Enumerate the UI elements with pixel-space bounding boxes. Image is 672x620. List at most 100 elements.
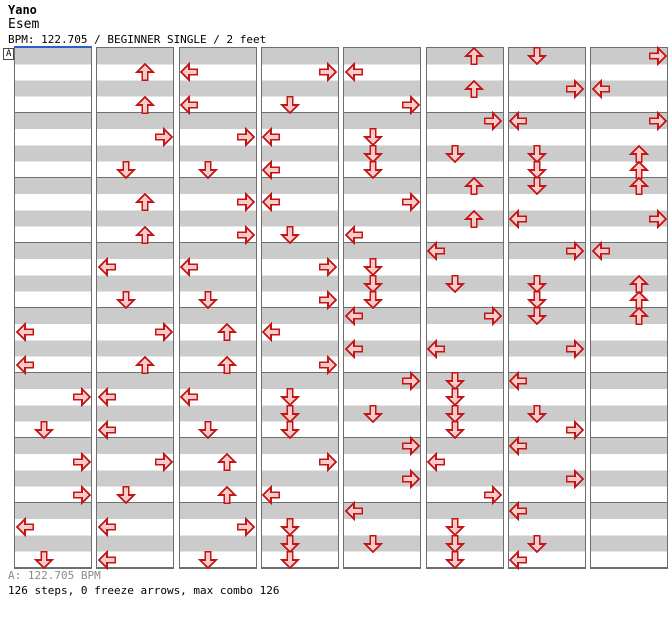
arrow-down-icon [444, 388, 466, 407]
measure-column-6 [425, 46, 504, 570]
arrow-left-icon [15, 354, 34, 375]
arrow-left-icon [509, 111, 528, 132]
arrow-left-icon [262, 484, 281, 505]
arrow-down-icon [527, 274, 548, 293]
arrow-right-icon [319, 452, 338, 473]
arrow-down-icon [444, 274, 466, 293]
arrow-right-icon [401, 436, 420, 457]
arrow-down-icon [527, 47, 548, 66]
arrow-right-icon [237, 192, 256, 213]
arrow-left-icon [426, 338, 445, 359]
arrow-right-icon [319, 62, 338, 83]
arrow-right-icon [484, 484, 503, 505]
arrow-up-icon [134, 355, 155, 374]
arrow-down-icon [362, 128, 383, 147]
arrow-down-icon [444, 518, 466, 537]
arrow-up-icon [463, 79, 485, 98]
arrow-down-icon [527, 144, 548, 163]
arrow-left-icon [97, 549, 116, 570]
arrow-down-icon [33, 550, 54, 570]
arrow-right-icon [566, 241, 585, 262]
arrow-down-icon [280, 388, 301, 407]
arrow-left-icon [15, 517, 34, 538]
arrow-down-icon [527, 290, 548, 310]
arrow-left-icon [262, 159, 281, 180]
measure-column-3 [178, 47, 257, 570]
arrow-down-icon [444, 372, 466, 391]
arrow-left-icon [509, 208, 528, 229]
arrow-left-icon [262, 322, 281, 343]
arrow-down-icon [33, 420, 54, 440]
arrow-left-icon [344, 306, 363, 327]
arrow-left-icon [344, 501, 363, 522]
arrow-down-icon [362, 274, 383, 293]
arrow-down-icon [527, 534, 548, 553]
arrow-down-icon [527, 160, 548, 180]
arrow-right-icon [237, 127, 256, 148]
arrow-left-icon [179, 62, 199, 83]
footer-bpm-text: A: 122.705 BPM [8, 569, 101, 582]
song-title: Esem [8, 17, 40, 32]
footer-stats-text: 126 steps, 0 freeze arrows, max combo 12… [8, 584, 280, 597]
arrow-left-icon [591, 78, 610, 99]
arrow-down-icon [362, 144, 383, 163]
arrow-down-icon [115, 160, 136, 180]
arrow-left-icon [509, 371, 528, 392]
arrow-right-icon [154, 127, 174, 148]
artist-name: Yano [8, 3, 37, 17]
arrow-down-icon [280, 225, 301, 245]
arrow-down-icon [444, 550, 466, 570]
arrow-right-icon [319, 289, 338, 310]
arrow-left-icon [262, 192, 281, 213]
arrow-right-icon [154, 322, 174, 343]
arrow-right-icon [154, 452, 174, 473]
arrow-left-icon [344, 224, 363, 245]
arrow-right-icon [648, 208, 667, 229]
arrow-right-icon [566, 78, 585, 99]
arrow-left-icon [179, 257, 199, 278]
arrow-left-icon [179, 94, 199, 115]
chart-area [14, 46, 672, 570]
arrow-right-icon [72, 452, 91, 473]
arrow-up-icon [217, 323, 238, 342]
measure-column-2 [96, 47, 175, 570]
arrow-right-icon [566, 419, 585, 440]
arrow-down-icon [115, 485, 136, 505]
measure-column-5 [343, 47, 422, 569]
arrow-down-icon [198, 550, 219, 570]
arrow-up-icon [217, 355, 238, 374]
arrow-left-icon [509, 549, 528, 570]
arrow-up-icon [217, 485, 238, 504]
arrow-right-icon [648, 111, 667, 132]
measure-column-8 [590, 46, 669, 569]
arrow-right-icon [484, 111, 503, 132]
arrow-down-icon [527, 404, 548, 423]
arrow-right-icon [401, 192, 420, 213]
arrow-right-icon [484, 306, 503, 327]
arrow-down-icon [280, 550, 301, 570]
arrow-right-icon [566, 338, 585, 359]
arrow-left-icon [15, 322, 34, 343]
arrow-down-icon [198, 420, 219, 440]
arrow-down-icon [115, 290, 136, 310]
arrow-left-icon [509, 436, 528, 457]
arrow-left-icon [344, 62, 363, 83]
arrow-left-icon [426, 452, 445, 473]
arrow-up-icon [463, 176, 485, 196]
arrow-right-icon [319, 257, 338, 278]
arrow-down-icon [444, 534, 466, 553]
arrow-down-icon [362, 534, 383, 553]
section-marker: A [3, 48, 15, 60]
arrow-left-icon [344, 338, 363, 359]
arrow-up-icon [463, 209, 485, 228]
arrow-right-icon [401, 468, 420, 489]
arrow-down-icon [280, 534, 301, 553]
arrow-right-icon [72, 387, 91, 408]
arrow-right-icon [319, 354, 338, 375]
arrow-left-icon [509, 501, 528, 522]
arrow-up-icon [463, 46, 485, 66]
arrow-up-icon [628, 176, 649, 196]
measure-column-1 [14, 46, 92, 570]
arrow-right-icon [401, 371, 420, 392]
arrow-down-icon [280, 518, 301, 537]
